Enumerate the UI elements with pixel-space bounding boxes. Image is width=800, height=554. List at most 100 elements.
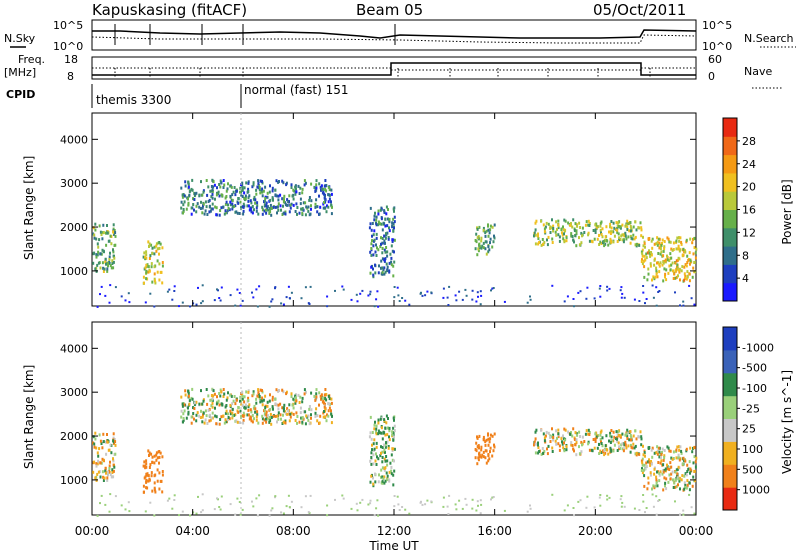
velocity-echo-cell — [327, 414, 330, 418]
power-echo-cell — [181, 193, 184, 197]
power-echo-cell — [580, 231, 583, 235]
nsky-panel — [91, 19, 697, 51]
velocity-echo-cell — [246, 413, 249, 417]
power-echo-cell — [666, 254, 668, 258]
power-echo-cell — [102, 266, 105, 270]
power-echo-cell — [110, 266, 113, 270]
power-echo-cell — [180, 186, 183, 190]
power-echo-cell — [694, 251, 697, 255]
velocity-echo-cell — [109, 473, 112, 477]
velocity-echo-cell — [680, 449, 683, 453]
power-echo-cell — [277, 208, 280, 212]
velocity-echo-cell — [370, 474, 373, 478]
power-echo-cell — [484, 231, 487, 235]
velocity-echo-cell — [375, 427, 378, 431]
power-echo-cell — [271, 189, 274, 193]
velocity-echo-cell — [261, 417, 264, 421]
velocity-echo-cell — [242, 421, 245, 425]
velocity-echo-cell — [669, 461, 672, 465]
power-echo-cell — [662, 254, 665, 258]
velocity-echo-cell — [93, 442, 96, 446]
velocity-echo-cell — [689, 471, 691, 475]
power-echo-cell — [380, 222, 383, 226]
power-noise-cell — [599, 285, 602, 287]
velocity-echo-cell — [537, 446, 540, 449]
velocity-echo-cell — [300, 416, 303, 420]
velocity-echo-cell — [686, 470, 689, 473]
velocity-echo-cell — [149, 463, 152, 467]
velocity-echo-cell — [393, 469, 396, 473]
power-echo-cell — [372, 267, 374, 271]
power-echo-cell — [641, 254, 644, 258]
power-noise-cell — [393, 296, 396, 299]
power-echo-cell — [664, 258, 667, 262]
power-echo-cell — [491, 245, 494, 249]
power-echo-cell — [201, 206, 204, 210]
velocity-noise-cell — [477, 504, 479, 507]
velocity-echo-cell — [634, 444, 637, 448]
velocity-echo-cell — [265, 413, 268, 417]
power-echo-cell — [99, 266, 102, 270]
power-echo-cell — [159, 270, 162, 274]
velocity-echo-cell — [102, 458, 105, 462]
power-echo-cell — [374, 263, 376, 267]
power-echo-cell — [231, 202, 234, 206]
velocity-echo-cell — [476, 462, 479, 466]
power-echo-cell — [555, 220, 558, 224]
velocity-echo-cell — [377, 429, 380, 433]
velocity-echo-cell — [301, 396, 304, 400]
x-tick-label: 08:00 — [276, 524, 311, 538]
velocity-echo-cell — [488, 440, 491, 444]
power-noise-cell — [173, 290, 176, 292]
power-echo-cell — [371, 239, 373, 243]
power-echo-cell — [670, 256, 673, 260]
power-echo-cell — [369, 222, 372, 226]
velocity-echo-cell — [214, 406, 216, 410]
power-echo-cell — [542, 223, 545, 227]
velocity-echo-cell — [393, 459, 395, 463]
station-title: Kapuskasing (fitACF) — [92, 1, 247, 19]
power-echo-cell — [618, 238, 620, 242]
power-echo-cell — [373, 238, 376, 242]
power-noise-cell — [285, 296, 288, 299]
velocity-echo-cell — [247, 405, 250, 409]
velocity-echo-cell — [370, 437, 373, 441]
velocity-noise-cell — [682, 509, 685, 512]
velocity-echo-cell — [643, 463, 646, 467]
velocity-echo-cell — [265, 420, 268, 424]
power-echo-cell — [638, 243, 641, 247]
power-noise-cell — [144, 301, 147, 304]
velocity-echo-cell — [563, 427, 566, 431]
velocity-echo-cell — [227, 412, 229, 416]
power-echo-cell — [672, 277, 675, 280]
power-echo-cell — [629, 241, 632, 245]
velocity-noise-cell — [127, 501, 130, 504]
power-echo-cell — [281, 197, 284, 201]
power-echo-cell — [277, 198, 280, 202]
velocity-ytick-label: 2000 — [60, 430, 88, 443]
velocity-echo-cell — [113, 441, 115, 445]
power-echo-cell — [393, 250, 395, 254]
velocity-echo-cell — [640, 435, 643, 439]
velocity-echo-cell — [622, 449, 625, 453]
power-colorbar-tick: 28 — [742, 135, 756, 148]
velocity-echo-cell — [247, 389, 250, 393]
power-noise-cell — [573, 305, 575, 308]
power-echo-cell — [655, 242, 658, 246]
power-echo-cell — [92, 226, 95, 230]
power-echo-cell — [658, 246, 661, 250]
power-echo-cell — [158, 262, 161, 266]
power-noise-cell — [421, 294, 424, 297]
power-echo-cell — [190, 206, 193, 210]
velocity-echo-cell — [259, 388, 262, 392]
velocity-echo-cell — [685, 486, 688, 490]
power-echo-cell — [108, 260, 111, 264]
velocity-echo-cell — [328, 397, 331, 401]
power-echo-cell — [252, 197, 255, 201]
power-echo-cell — [475, 232, 478, 236]
power-echo-cell — [187, 202, 190, 206]
velocity-colorbar-swatch — [723, 395, 737, 419]
velocity-echo-cell — [667, 446, 670, 450]
velocity-echo-cell — [652, 484, 655, 488]
velocity-noise-cell — [471, 507, 474, 510]
